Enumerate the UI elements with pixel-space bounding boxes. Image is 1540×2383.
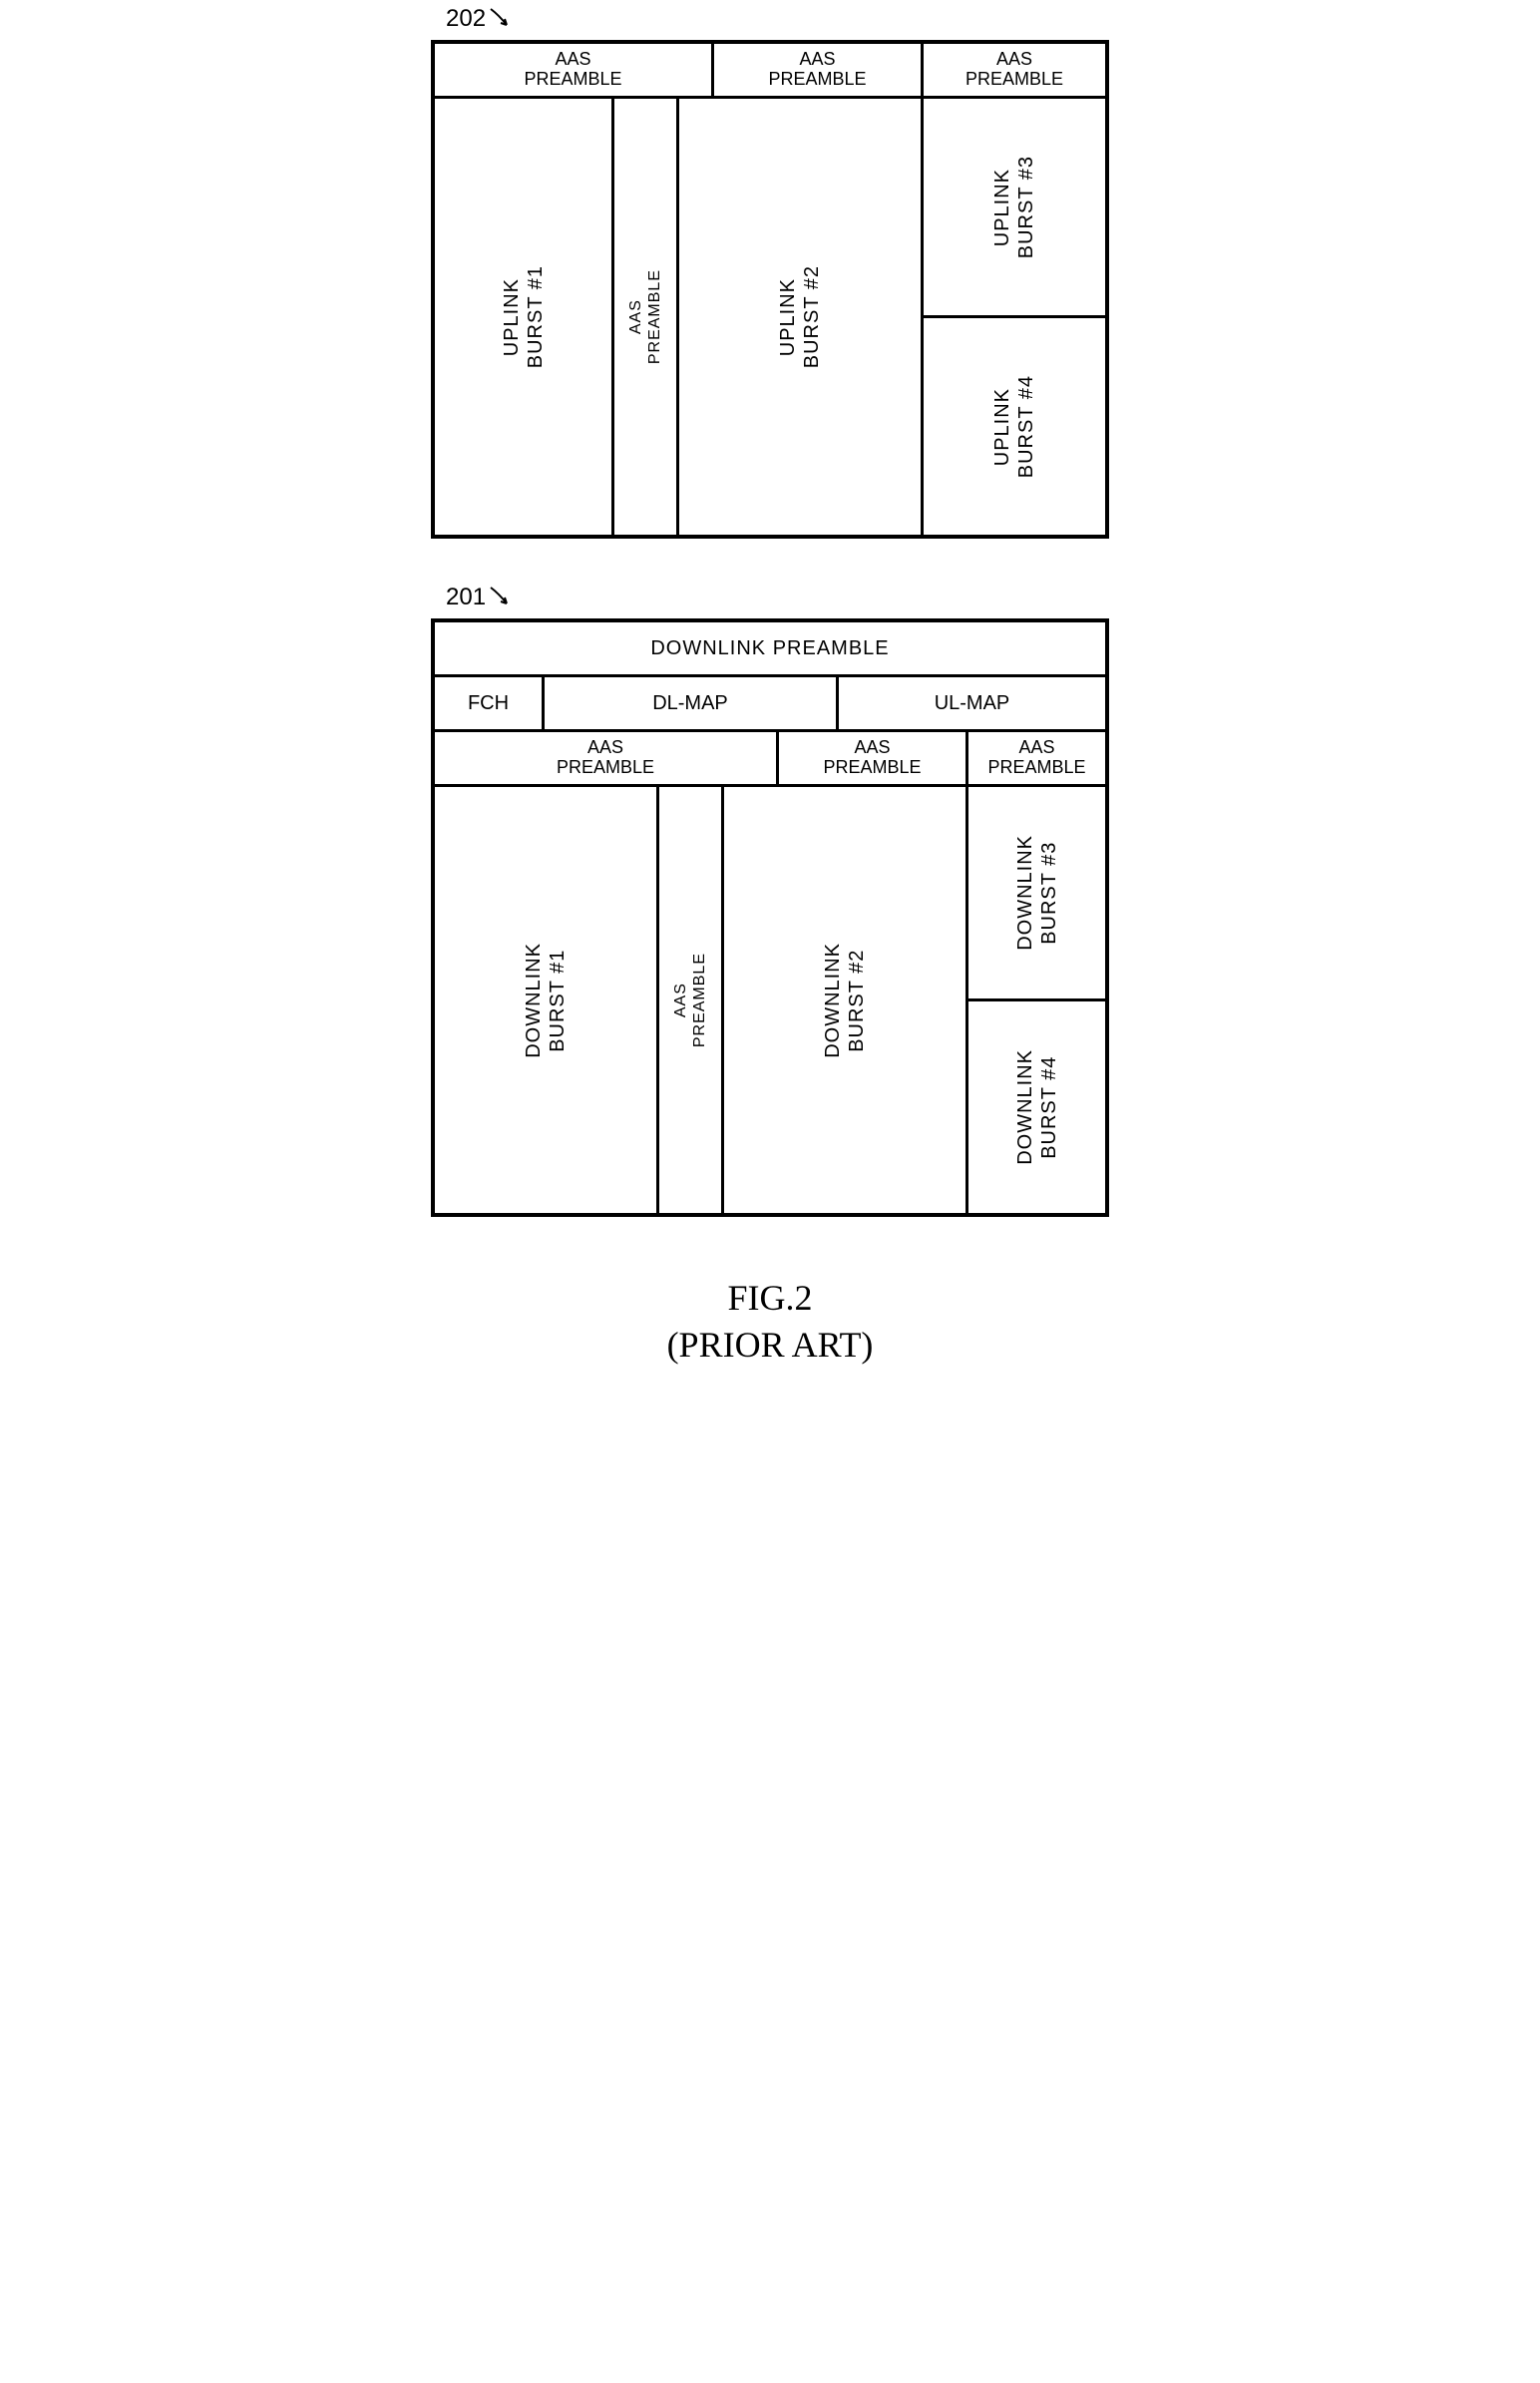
arrow-icon <box>489 586 514 610</box>
caption-line-1: FIG.2 <box>727 1277 812 1319</box>
downlink-frame-label: 201 <box>446 584 514 611</box>
label-202-text: 202 <box>446 5 486 33</box>
uplink-aas-2: AAS PREAMBLE <box>714 44 924 96</box>
downlink-burst-col-1: DOWNLINK BURST #1 <box>435 787 659 1213</box>
burst-text: DOWNLINK BURST #4 <box>1013 1049 1061 1165</box>
uplink-frame-wrapper: 202 AAS PREAMBLE AAS PREAMBLE AAS PREAMB… <box>431 40 1109 539</box>
downlink-frame-wrapper: 201 DOWNLINK PREAMBLE FCH DL-MAP UL-MAP … <box>431 618 1109 1217</box>
aas-text: AAS PREAMBLE <box>823 738 921 778</box>
uplink-aas-3: AAS PREAMBLE <box>924 44 1105 96</box>
uplink-burst-col-34: UPLINK BURST #3 UPLINK BURST #4 <box>924 99 1105 535</box>
uplink-aas-1: AAS PREAMBLE <box>435 44 714 96</box>
burst-text: DOWNLINK BURST #3 <box>1013 835 1061 951</box>
uplink-aas-row: AAS PREAMBLE AAS PREAMBLE AAS PREAMBLE <box>435 44 1105 99</box>
burst-text: UPLINK BURST #1 <box>500 265 548 368</box>
aas-text: AAS PREAMBLE <box>524 50 621 90</box>
aas-text: AAS PREAMBLE <box>768 50 866 90</box>
downlink-aas-1: AAS PREAMBLE <box>435 732 779 784</box>
downlink-burst-4-cell: DOWNLINK BURST #4 <box>968 1001 1105 1213</box>
downlink-burst-2-cell: DOWNLINK BURST #2 <box>724 787 965 1213</box>
uplink-burst-1-cell: UPLINK BURST #1 <box>435 99 611 535</box>
aas-text: AAS PREAMBLE <box>965 50 1063 90</box>
label-201-text: 201 <box>446 584 486 611</box>
dlmap-cell: DL-MAP <box>545 677 839 729</box>
fch-cell: FCH <box>435 677 545 729</box>
downlink-bursts-row: DOWNLINK BURST #1 AAS PREAMBLE DOWNLINK … <box>435 787 1105 1213</box>
burst-text: DOWNLINK BURST #2 <box>821 943 869 1058</box>
aas-text: AAS PREAMBLE <box>987 738 1085 778</box>
burst-text: UPLINK BURST #2 <box>776 265 824 368</box>
uplink-burst-4-cell: UPLINK BURST #4 <box>924 318 1105 535</box>
fch-text: FCH <box>468 692 509 715</box>
preamble-text: DOWNLINK PREAMBLE <box>650 637 889 660</box>
downlink-aas-3: AAS PREAMBLE <box>968 732 1105 784</box>
downlink-aas-row: AAS PREAMBLE AAS PREAMBLE AAS PREAMBLE <box>435 732 1105 787</box>
uplink-bursts-row: UPLINK BURST #1 AAS PREAMBLE UPLINK BURS… <box>435 99 1105 535</box>
aas-text: AAS PREAMBLE <box>626 269 664 364</box>
downlink-burst-3-cell: DOWNLINK BURST #3 <box>968 787 1105 1001</box>
burst-text: UPLINK BURST #3 <box>990 156 1038 258</box>
uplink-frame-label: 202 <box>446 5 514 33</box>
uplink-mid-aas-col: AAS PREAMBLE <box>614 99 679 535</box>
downlink-burst-1-cell: DOWNLINK BURST #1 <box>435 787 656 1213</box>
uplink-burst-2-cell: UPLINK BURST #2 <box>679 99 921 535</box>
figure-caption: FIG.2 (PRIOR ART) <box>667 1277 874 1366</box>
aas-text: AAS PREAMBLE <box>671 953 709 1047</box>
downlink-mid-aas-cell: AAS PREAMBLE <box>659 787 721 1213</box>
downlink-burst-col-34: DOWNLINK BURST #3 DOWNLINK BURST #4 <box>968 787 1105 1213</box>
downlink-aas-2: AAS PREAMBLE <box>779 732 968 784</box>
uplink-frame: AAS PREAMBLE AAS PREAMBLE AAS PREAMBLE U… <box>431 40 1109 539</box>
uplink-burst-col-1: UPLINK BURST #1 <box>435 99 614 535</box>
downlink-burst-col-2: DOWNLINK BURST #2 <box>724 787 968 1213</box>
ulmap-text: UL-MAP <box>935 692 1010 715</box>
uplink-burst-3-cell: UPLINK BURST #3 <box>924 99 1105 318</box>
diagrams-container: 202 AAS PREAMBLE AAS PREAMBLE AAS PREAMB… <box>431 40 1109 1217</box>
ulmap-cell: UL-MAP <box>839 677 1105 729</box>
downlink-preamble-row: DOWNLINK PREAMBLE <box>435 622 1105 677</box>
uplink-mid-aas-cell: AAS PREAMBLE <box>614 99 676 535</box>
uplink-burst-col-2: UPLINK BURST #2 <box>679 99 924 535</box>
downlink-frame: DOWNLINK PREAMBLE FCH DL-MAP UL-MAP AAS … <box>431 618 1109 1217</box>
burst-text: UPLINK BURST #4 <box>990 375 1038 478</box>
dlmap-text: DL-MAP <box>652 692 728 715</box>
burst-text: DOWNLINK BURST #1 <box>522 943 570 1058</box>
aas-text: AAS PREAMBLE <box>557 738 654 778</box>
downlink-fch-row: FCH DL-MAP UL-MAP <box>435 677 1105 732</box>
downlink-mid-aas-col: AAS PREAMBLE <box>659 787 724 1213</box>
arrow-icon <box>489 7 514 32</box>
caption-line-2: (PRIOR ART) <box>667 1324 874 1366</box>
